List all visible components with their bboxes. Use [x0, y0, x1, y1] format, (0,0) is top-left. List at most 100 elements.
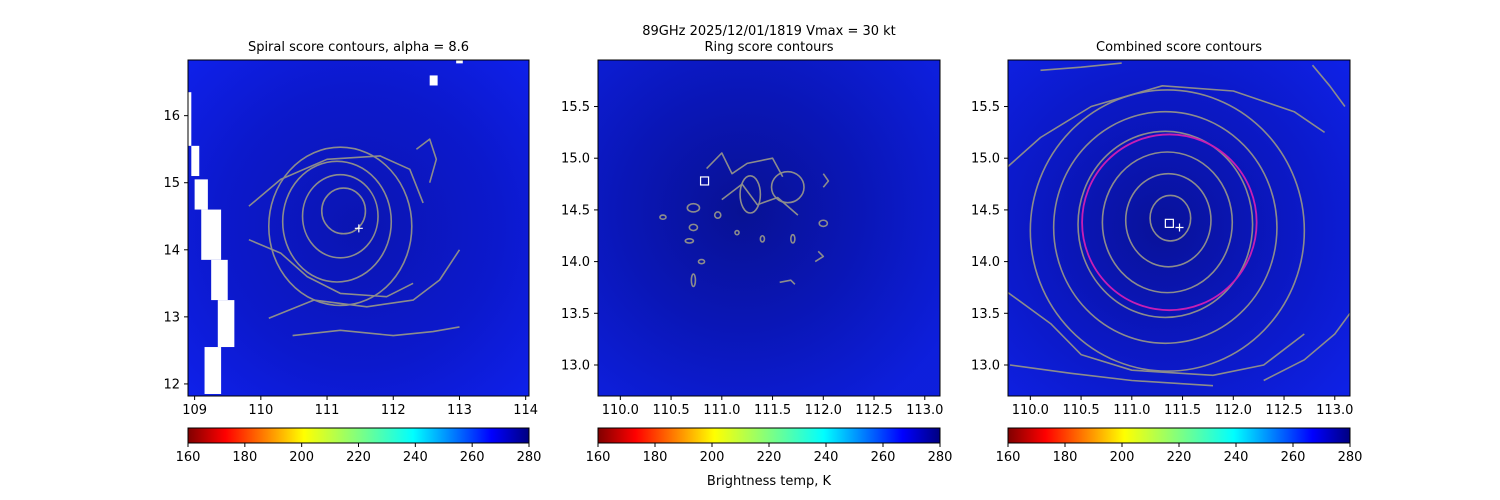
missing-data-region [429, 75, 438, 86]
panel-ring: Ring score contours 110.0 110.5 111.0 111.5 1… [561, 40, 952, 465]
colorbar-tick-label: 280 [928, 450, 953, 465]
colorbar [187, 427, 530, 444]
center-plus-marker [354, 224, 363, 233]
x-tick-label: 110.0 [1012, 403, 1049, 418]
missing-data-region [217, 300, 235, 348]
colorbar-tick-label: 220 [346, 450, 371, 465]
colorbar-tick-label: 220 [1167, 450, 1192, 465]
score-contour [1101, 151, 1234, 294]
score-contour [713, 211, 722, 219]
score-contour [267, 146, 413, 307]
panel-title: Ring score contours [704, 40, 833, 55]
colorbar-tick-label: 280 [1338, 450, 1363, 465]
y-tick-label: 12 [163, 377, 180, 392]
y-tick-label: 14.0 [971, 255, 1000, 270]
colorbar-tick-label: 180 [643, 450, 668, 465]
panel-spiral: Spiral score contours, alpha = 8.6 109 110… [163, 40, 541, 465]
colorbar-tick-label: 260 [460, 450, 485, 465]
score-contour [739, 174, 762, 214]
score-contour [688, 223, 699, 232]
suptitle: 89GHz 2025/12/01/1819 Vmax = 30 kt [642, 24, 896, 39]
fitted-ring [1081, 133, 1258, 312]
x-tick-label: 112.0 [1215, 403, 1252, 418]
score-contour [790, 233, 796, 244]
score-contour [818, 219, 829, 228]
y-tick-label: 14.5 [971, 203, 1000, 218]
y-tick-label: 13.5 [971, 307, 1000, 322]
y-tick-label: 13.0 [971, 358, 1000, 373]
y-tick-label: 15 [163, 176, 180, 191]
colorbar [1007, 427, 1351, 444]
colorbar-tick-label: 160 [586, 450, 611, 465]
y-tick-label: 14.5 [561, 203, 590, 218]
panel-title: Combined score contours [1096, 40, 1262, 55]
score-contour-open [1040, 62, 1122, 72]
x-tick-label: 114 [513, 403, 538, 418]
x-tick-label: 112.5 [855, 403, 892, 418]
x-tick-label: 111.0 [703, 403, 740, 418]
x-tick-label: 111.0 [1113, 403, 1150, 418]
score-contour [770, 170, 805, 204]
colorbar-tick-label: 260 [871, 450, 896, 465]
score-contour [686, 202, 701, 213]
x-tick-label: 111.5 [754, 403, 791, 418]
panel-combined: Combined score contours 110.0 110.5 111.0 11… [971, 40, 1362, 465]
x-tick-label: 113.0 [1316, 403, 1353, 418]
score-contour [1124, 172, 1212, 268]
score-contour [697, 258, 706, 265]
score-contour-open [292, 326, 460, 337]
score-contour-open [248, 238, 414, 298]
score-contour [690, 273, 697, 288]
score-contour-open [415, 138, 438, 183]
panel-title: Spiral score contours, alpha = 8.6 [248, 40, 469, 55]
y-tick-label: 16 [163, 109, 180, 124]
suptitle-line1: 89GHz 2025/12/01/1819 Vmax = 30 kt [642, 24, 896, 39]
x-tick-label: 110.5 [652, 403, 689, 418]
colorbar-tick-label: 200 [289, 450, 314, 465]
ring-center-marker [699, 176, 710, 186]
x-tick-label: 111.5 [1164, 403, 1201, 418]
score-contour [659, 214, 667, 221]
score-contour-open [822, 173, 830, 188]
colorbar-tick-label: 200 [1110, 450, 1135, 465]
x-tick-label: 113.0 [906, 403, 943, 418]
score-contour [1029, 89, 1306, 372]
missing-data-region [211, 259, 228, 301]
score-contour [734, 229, 740, 236]
score-contour-open [248, 155, 424, 207]
missing-data-region [194, 179, 208, 210]
colorbar-tick-label: 160 [996, 450, 1021, 465]
x-tick-label: 112.5 [1265, 403, 1302, 418]
missing-data-region [191, 145, 200, 177]
score-contour [301, 173, 379, 259]
score-contour-open [1311, 64, 1346, 107]
axes-frame [597, 59, 941, 397]
x-tick-label: 109 [182, 403, 207, 418]
score-contour [759, 234, 766, 243]
center-plus-marker [1175, 223, 1184, 232]
ring-center-marker [1164, 218, 1174, 228]
score-contour-open [1263, 312, 1350, 382]
score-contour [281, 160, 393, 283]
score-contour [1052, 110, 1278, 345]
x-tick-label: 110 [248, 403, 273, 418]
y-tick-label: 13.0 [561, 358, 590, 373]
colorbar-tick-label: 240 [403, 450, 428, 465]
score-contour-open [1008, 291, 1305, 377]
colorbar-tick-label: 220 [757, 450, 782, 465]
x-tick-label: 110.0 [602, 403, 639, 418]
y-tick-label: 14.0 [561, 255, 590, 270]
score-contour-open [706, 152, 784, 178]
y-tick-label: 15.0 [561, 152, 590, 167]
score-contour-open [779, 279, 796, 285]
heatmap-texture [598, 60, 940, 396]
missing-data-region [188, 92, 192, 146]
score-contour [1149, 194, 1192, 242]
y-tick-label: 13 [163, 310, 180, 325]
y-tick-label: 13.5 [561, 307, 590, 322]
x-tick-label: 113 [447, 403, 472, 418]
score-contour-open [721, 183, 799, 216]
score-contour-open [268, 249, 461, 319]
axes-frame [1007, 59, 1351, 397]
